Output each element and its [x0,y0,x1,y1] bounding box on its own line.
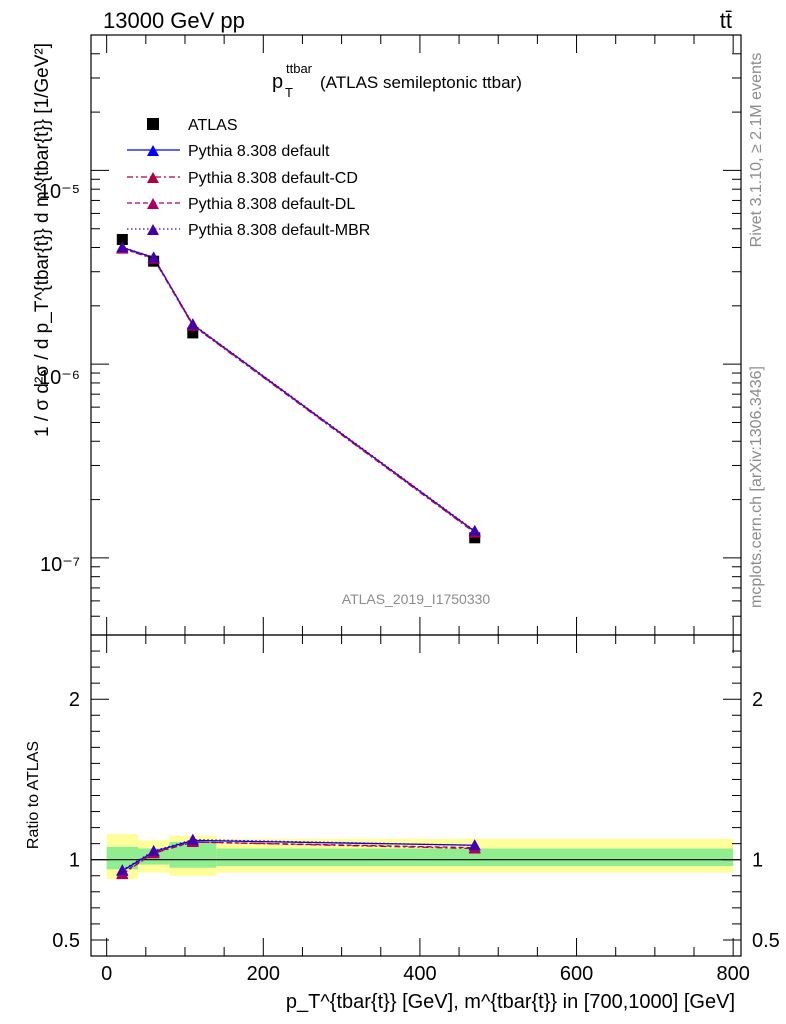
band-inner [216,848,734,867]
legend-marker-default [147,145,159,156]
ytick-label-1e-5: 10⁻⁵ [39,181,80,203]
series-line-default [122,246,476,532]
plot-title-main: p [272,71,283,93]
series-line-dl [122,247,476,533]
ratio-line-default [121,839,475,872]
data-point-atlas [116,233,128,245]
ratio-xtick-label: 800 [716,963,749,985]
plot-title-sub: T [285,85,293,100]
legend-label-atlas: ATLAS [188,117,238,134]
plot-title: p T ttbar (ATLAS semileptonic ttbar) [272,61,522,100]
ratio-ytick-label-right: 2 [752,689,763,711]
data-point-atlas [469,532,481,544]
main-ylabel: 1 / σ d²σ / d p_T^{tbar{t}} d m^{tbar{t}… [32,43,53,437]
data-point-atlas [187,327,199,339]
ratio-ytick-label: 0.5 [52,930,80,952]
header-left: 13000 GeV pp [103,8,245,33]
legend-marker-atlas [147,118,159,130]
ratio-axis-ticks [91,635,741,956]
legend-label-dl: Pythia 8.308 default-DL [188,196,355,213]
legend-marker-cd [147,172,159,183]
legend-marker-mbr [147,224,159,235]
ratio-line-dl [121,841,475,874]
ratio-point-mbr [186,833,199,845]
ratio-ytick-label: 2 [69,689,80,711]
ratio-point-mbr [116,864,129,876]
ratio-xlabel: p_T^{tbar{t}} [GeV], m^{tbar{t}} in [700… [286,991,735,1013]
analysis-watermark: ATLAS_2019_I1750330 [342,591,491,607]
ratio-xtick-label: 200 [247,963,280,985]
ratio-ytick-label-right: 0.5 [752,930,780,952]
series-line-cd [122,247,476,534]
legend-marker-dl [147,198,159,209]
ratio-xtick-label: 0 [101,963,112,985]
ratio-line-mbr [121,838,475,871]
ratio-series [116,833,481,880]
main-series [116,233,481,544]
series-line-mbr [122,246,476,532]
main-axis-ticks [91,34,741,636]
main-ytick-labels: 10⁻⁵ 10⁻⁶ 10⁻⁷ [39,181,80,576]
ratio-ylabel: Ratio to ATLAS [25,741,42,849]
data-point-mbr [468,524,481,536]
ratio-frame [90,634,742,957]
plot-title-rest: (ATLAS semileptonic ttbar) [320,73,522,92]
legend-label-mbr: Pythia 8.308 default-MBR [188,222,370,239]
plot-title-sup: ttbar [286,61,313,76]
data-point-mbr [147,251,160,263]
ratio-xtick-label: 600 [560,963,593,985]
data-point-mbr [116,241,129,253]
ratio-ytick-label: 1 [69,850,80,872]
ratio-tick-labels: 0.5 0.5 1 1 2 2 0 200 400 600 800 [52,689,780,985]
ratio-panel: 0.5 0.5 1 1 2 2 0 200 400 600 800 Ratio to ATLAS p… [25,634,780,1013]
ratio-ytick-label-right: 1 [752,850,763,872]
mcplots-label: mcplots.cern.ch [arXiv:1306.3436] [748,366,765,608]
header-right: tt̄ [720,8,732,33]
ratio-point-mbr [468,839,481,851]
legend-label-cd: Pythia 8.308 default-CD [188,170,358,187]
band-inner [106,846,138,870]
legend-label-default: Pythia 8.308 default [188,143,330,160]
ytick-label-1e-6: 10⁻⁶ [39,367,80,389]
data-point-mbr [186,318,199,330]
ratio-point-mbr [147,844,160,856]
main-panel: 10⁻⁵ 10⁻⁶ 10⁻⁷ p T ttbar (ATLAS semilept… [32,34,742,636]
rivet-label: Rivet 3.1.10, ≥ 2.1M events [748,53,765,248]
ytick-label-1e-7: 10⁻⁷ [40,554,80,576]
ratio-xtick-label: 400 [403,963,436,985]
legend: ATLAS Pythia 8.308 default Pythia 8.308 … [127,117,370,239]
